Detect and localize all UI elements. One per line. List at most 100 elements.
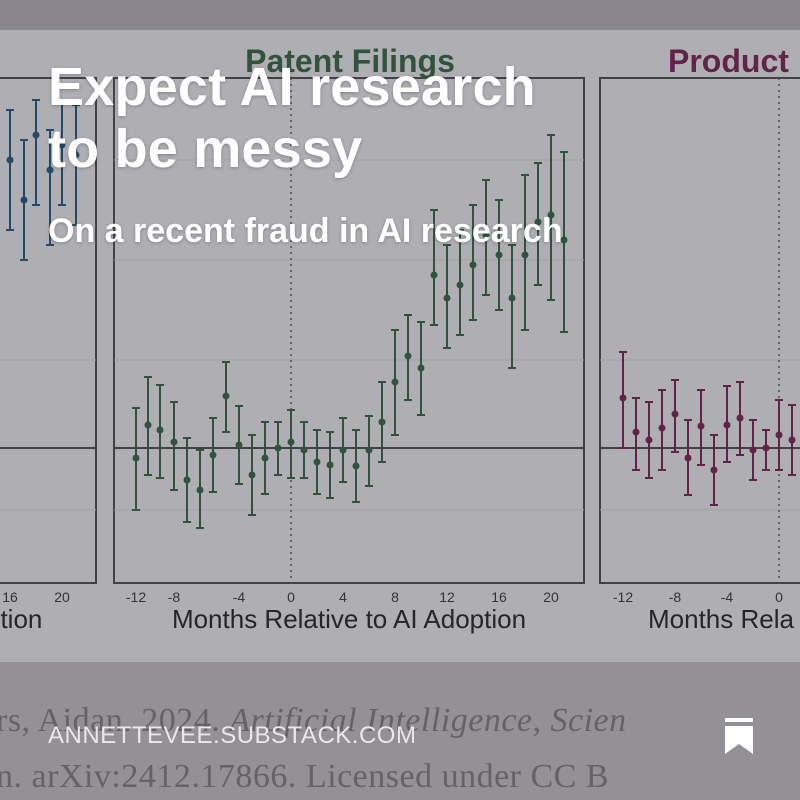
bookmark-icon[interactable] [722, 716, 756, 756]
data-point [749, 446, 757, 454]
right-axis-label: Months Rela [648, 604, 794, 634]
data-point [72, 151, 80, 159]
data-point [534, 218, 542, 226]
data-point [326, 461, 334, 469]
data-point [313, 458, 321, 466]
tick-label: 0 [775, 589, 783, 605]
post-title-line-1: Expect AI research [48, 57, 536, 117]
caption-title: Artificial Intelligence, Scien [229, 702, 627, 739]
data-point [209, 451, 217, 459]
middle-tick-labels: -12 -8 -4 0 4 8 12 16 20 [126, 589, 559, 605]
data-point [684, 454, 692, 462]
data-point [235, 441, 243, 449]
data-point [170, 438, 178, 446]
data-point [365, 446, 373, 454]
chart-figure: Patent Filings Product 16 20 -12 -8 -4 0 4 8 12… [0, 43, 800, 634]
figure-caption: rs, Aidan. 2024. Artificial Intelligence… [0, 662, 800, 800]
caption-author: rs, Aidan. 2024. [0, 702, 230, 739]
tick-label: 20 [543, 589, 559, 605]
patent-filings-title: Patent Filings [245, 43, 455, 79]
tick-label: 12 [439, 589, 455, 605]
post-subtitle: On a recent fraud in AI research [48, 212, 563, 250]
tick-label: 16 [491, 589, 507, 605]
left-tick-labels: 16 20 [2, 589, 70, 605]
data-point [391, 378, 399, 386]
data-point [788, 436, 796, 444]
left-series [6, 99, 80, 261]
tick-label: -4 [721, 589, 734, 605]
data-point [521, 251, 529, 259]
middle-series [132, 134, 568, 529]
left-axis-label: ption [0, 604, 42, 634]
left-panel-frame [0, 77, 97, 584]
tick-label: 20 [54, 589, 70, 605]
data-point [736, 414, 744, 422]
data-point [775, 431, 783, 439]
right-tick-labels: -12 -8 -4 0 [613, 589, 783, 605]
data-point [144, 421, 152, 429]
data-point [671, 410, 679, 418]
data-point [417, 364, 425, 372]
publication-domain[interactable]: ANNETTEVEE.SUBSTACK.COM [48, 722, 417, 749]
tick-label: -8 [168, 589, 181, 605]
product-title: Product [668, 43, 789, 79]
data-point [378, 418, 386, 426]
data-point [762, 444, 770, 452]
caption-line-1: rs, Aidan. 2024. Artificial Intelligence… [0, 702, 627, 740]
data-point [58, 141, 66, 149]
caption-line-2: n. arXiv:2412.17866. Licensed under CC B [0, 758, 610, 795]
data-point [443, 294, 451, 302]
data-point [547, 211, 555, 219]
tick-label: 8 [391, 589, 399, 605]
right-panel-frame [599, 77, 800, 584]
data-point [508, 294, 516, 302]
tick-label: 0 [287, 589, 295, 605]
data-point [352, 462, 360, 470]
data-point [132, 454, 140, 462]
middle-panel-frame [113, 77, 585, 584]
data-point [404, 352, 412, 360]
data-point [723, 421, 731, 429]
tick-label: -4 [233, 589, 246, 605]
data-point [287, 438, 295, 446]
data-point [619, 394, 627, 402]
tick-label: 16 [2, 589, 18, 605]
data-point [560, 236, 568, 244]
data-point [222, 392, 230, 400]
data-point [658, 424, 666, 432]
tick-label: 4 [339, 589, 347, 605]
right-series [619, 351, 796, 506]
data-point [710, 466, 718, 474]
data-point [456, 281, 464, 289]
data-point [248, 471, 256, 479]
middle-axis-label: Months Relative to AI Adoption [172, 604, 526, 634]
data-point [300, 446, 308, 454]
data-point [6, 156, 14, 164]
background-chart-image: Patent Filings Product 16 20 -12 -8 -4 0 4 8 12… [0, 30, 800, 662]
post-title-line-2: to be messy [48, 119, 363, 179]
data-point [261, 454, 269, 462]
data-point [32, 131, 40, 139]
data-point [697, 422, 705, 430]
data-point [430, 271, 438, 279]
data-point [495, 251, 503, 259]
tick-label: -12 [613, 589, 633, 605]
data-point [20, 196, 28, 204]
data-point [46, 166, 54, 174]
data-point [482, 231, 490, 239]
data-point [274, 444, 282, 452]
data-point [645, 436, 653, 444]
tick-label: -12 [126, 589, 146, 605]
gridlines [0, 159, 800, 511]
data-point [156, 426, 164, 434]
bookmark-icon-graphic [725, 718, 753, 754]
data-point [339, 446, 347, 454]
data-point [196, 486, 204, 494]
data-point [632, 428, 640, 436]
tick-label: -8 [669, 589, 682, 605]
data-point [469, 261, 477, 269]
data-point [183, 476, 191, 484]
post-title[interactable]: Expect AI research to be messy [48, 56, 748, 180]
